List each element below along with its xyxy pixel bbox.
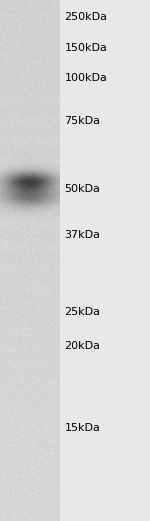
Text: 250kDa: 250kDa: [64, 12, 108, 22]
Text: 50kDa: 50kDa: [64, 183, 100, 194]
Text: 37kDa: 37kDa: [64, 230, 100, 241]
Text: 100kDa: 100kDa: [64, 73, 107, 83]
Text: 15kDa: 15kDa: [64, 423, 100, 433]
Text: 20kDa: 20kDa: [64, 341, 100, 352]
Text: 75kDa: 75kDa: [64, 116, 100, 126]
Text: 150kDa: 150kDa: [64, 43, 107, 53]
Text: 25kDa: 25kDa: [64, 306, 100, 317]
